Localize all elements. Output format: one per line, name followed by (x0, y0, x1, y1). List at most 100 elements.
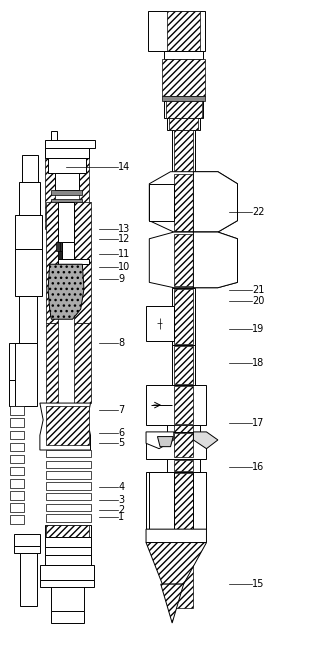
Bar (47, 525, 89, 537)
Bar (51, 132, 57, 140)
Polygon shape (146, 542, 206, 584)
Bar (45, 547, 91, 555)
Circle shape (58, 556, 62, 563)
Bar (167, 11, 200, 51)
Bar (20, 552, 37, 606)
Circle shape (53, 556, 56, 563)
Text: 22: 22 (252, 207, 265, 217)
Polygon shape (15, 343, 37, 407)
Bar (146, 432, 206, 459)
Bar (45, 149, 89, 159)
Text: 3: 3 (118, 495, 124, 505)
Polygon shape (146, 529, 206, 584)
Bar (164, 101, 203, 118)
Text: 6: 6 (118, 428, 124, 438)
Bar (194, 472, 206, 529)
Text: 14: 14 (118, 162, 131, 172)
Bar (60, 242, 65, 251)
Bar (169, 118, 198, 130)
Bar (47, 514, 91, 521)
Circle shape (48, 548, 51, 554)
Bar (47, 461, 91, 468)
Bar (47, 450, 91, 458)
Bar (10, 515, 24, 523)
Text: 2: 2 (118, 505, 125, 515)
Bar (47, 407, 89, 446)
Polygon shape (157, 437, 173, 447)
Bar (45, 537, 91, 547)
Polygon shape (146, 432, 174, 449)
Bar (9, 343, 20, 380)
Text: 17: 17 (252, 418, 265, 428)
Text: 20: 20 (252, 296, 265, 306)
Bar (10, 419, 24, 427)
Bar (47, 493, 91, 500)
Bar (40, 580, 94, 587)
Bar (48, 159, 86, 173)
Bar (10, 407, 24, 415)
Bar (47, 323, 58, 403)
Bar (9, 380, 20, 407)
Bar (45, 149, 54, 228)
Polygon shape (15, 249, 42, 296)
Bar (166, 101, 202, 118)
Bar (149, 183, 174, 220)
Polygon shape (22, 155, 38, 181)
Bar (172, 345, 195, 385)
Circle shape (70, 548, 73, 554)
Bar (172, 130, 195, 183)
Bar (45, 140, 95, 149)
Bar (10, 503, 24, 511)
Text: 4: 4 (118, 482, 124, 492)
Bar (14, 546, 40, 552)
Text: 8: 8 (118, 338, 124, 347)
Circle shape (75, 556, 78, 563)
Text: 9: 9 (118, 274, 124, 284)
Text: 5: 5 (118, 438, 125, 448)
Bar (51, 190, 82, 195)
Circle shape (48, 556, 51, 563)
Polygon shape (194, 172, 237, 232)
Bar (10, 479, 24, 488)
Bar (172, 288, 195, 345)
Bar (47, 482, 91, 490)
Bar (174, 460, 194, 471)
Circle shape (58, 548, 62, 554)
Text: 12: 12 (118, 234, 131, 244)
Bar (146, 385, 206, 425)
Bar (62, 242, 74, 289)
Text: 15: 15 (252, 579, 265, 589)
Text: 19: 19 (252, 325, 264, 334)
Bar (10, 443, 24, 452)
Circle shape (64, 548, 67, 554)
Bar (47, 202, 58, 323)
Bar (58, 251, 62, 259)
Polygon shape (15, 215, 42, 249)
Bar (10, 455, 24, 464)
Bar (174, 346, 194, 384)
Text: 21: 21 (252, 286, 265, 296)
Bar (174, 234, 194, 286)
Circle shape (64, 556, 67, 563)
Bar (149, 472, 174, 529)
Bar (56, 242, 60, 251)
Polygon shape (194, 432, 218, 449)
Bar (174, 174, 194, 230)
Bar (146, 306, 174, 341)
Polygon shape (40, 403, 91, 450)
Bar (74, 323, 91, 403)
Bar (162, 59, 205, 96)
Bar (174, 130, 194, 183)
Bar (167, 118, 200, 130)
Polygon shape (19, 296, 37, 343)
Bar (14, 534, 40, 546)
Bar (174, 386, 194, 424)
Bar (74, 202, 91, 323)
Bar (164, 51, 203, 59)
Bar (47, 503, 91, 511)
Circle shape (53, 548, 56, 554)
Text: 1: 1 (118, 512, 124, 522)
Bar (47, 472, 91, 479)
Bar (167, 459, 200, 472)
Bar (58, 259, 89, 264)
